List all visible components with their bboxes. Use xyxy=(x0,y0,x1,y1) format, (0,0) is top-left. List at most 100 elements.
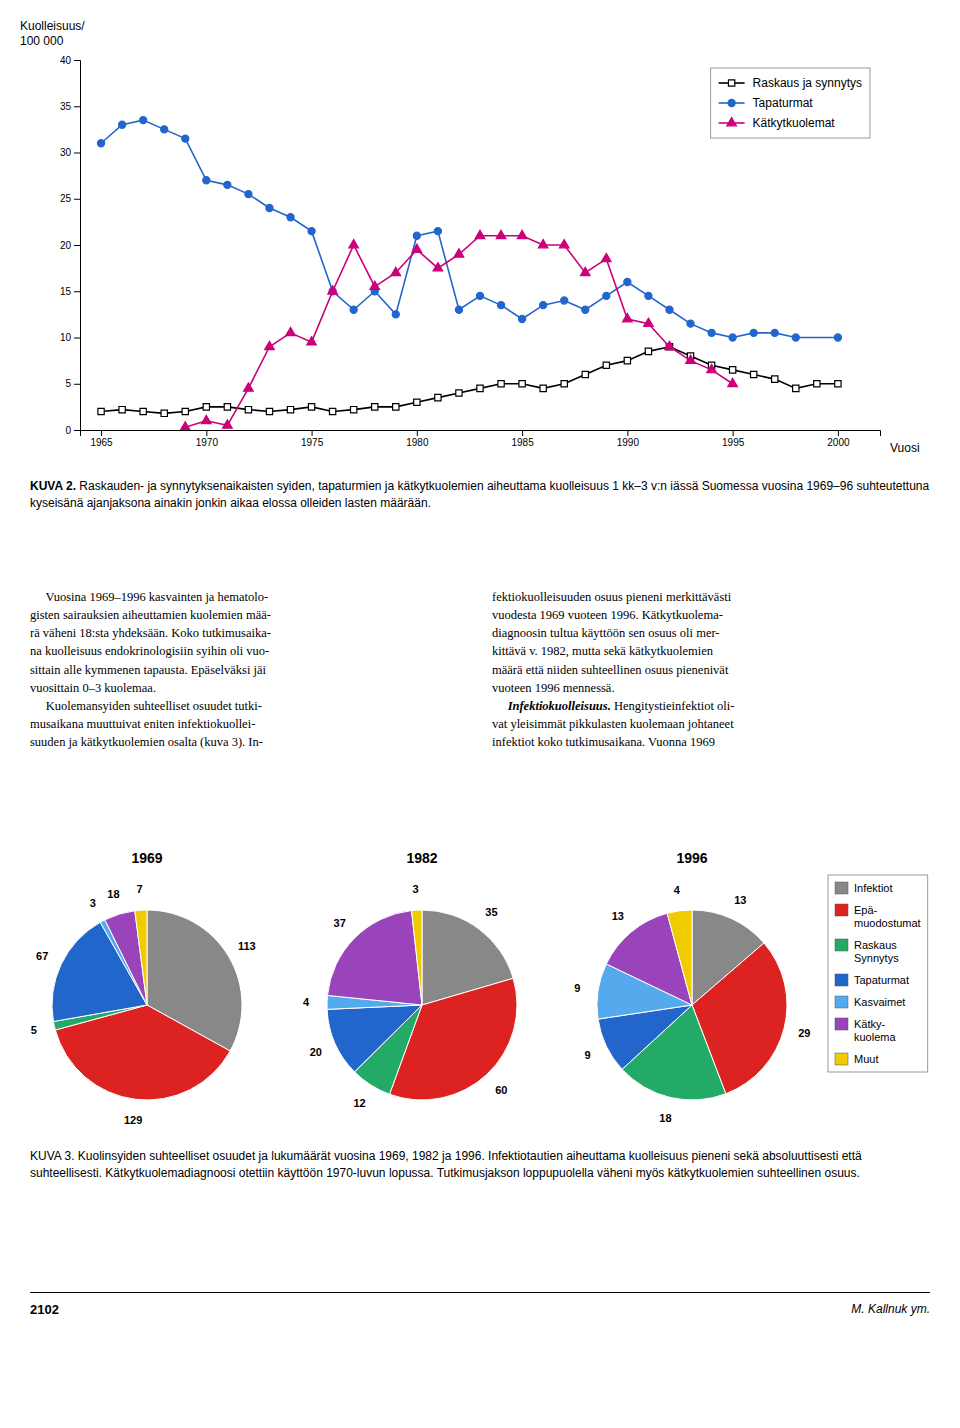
tick-label: 35 xyxy=(60,101,72,112)
pie-title: 1982 xyxy=(406,850,437,866)
tick-mark xyxy=(838,430,839,436)
series-marker xyxy=(580,267,590,275)
caption: KUVA 3. Kuolinsyiden suhteelliset osuude… xyxy=(30,1148,930,1182)
data-label: 18 xyxy=(107,888,119,900)
legend: Raskaus ja synnytysTapaturmatKätkytkuole… xyxy=(711,68,870,138)
data-label: 3 xyxy=(413,883,419,895)
series-marker xyxy=(728,378,738,386)
series-marker xyxy=(771,329,778,336)
tick-mark xyxy=(312,430,313,436)
series-line xyxy=(101,120,838,337)
legend-label: Tapaturmat xyxy=(753,96,814,110)
data-label: 37 xyxy=(334,917,346,929)
series-marker xyxy=(414,399,420,405)
pie-title: 1996 xyxy=(676,850,707,866)
series-marker xyxy=(540,302,547,309)
series-marker xyxy=(624,357,630,363)
pie-slice xyxy=(327,1005,422,1072)
series-marker xyxy=(224,181,231,188)
data-label: 3 xyxy=(90,897,96,909)
series-marker xyxy=(624,278,631,285)
legend-marker xyxy=(727,117,737,125)
series-marker xyxy=(412,244,422,252)
tick-mark xyxy=(733,430,734,436)
legend-label: Tapaturmat xyxy=(854,974,909,986)
series-marker xyxy=(161,410,167,416)
axis-line xyxy=(74,61,81,431)
series-marker xyxy=(540,385,546,391)
series-marker xyxy=(140,408,146,414)
tick-label: 25 xyxy=(60,193,72,204)
data-label: 113 xyxy=(238,940,256,952)
data-label: 5 xyxy=(31,1024,37,1036)
legend-item: Kasvaimet xyxy=(835,996,905,1008)
tick: 1990 xyxy=(617,430,640,448)
series-marker xyxy=(477,385,483,391)
legend-item: RaskausSynnytys xyxy=(835,939,899,964)
tick-label: 2000 xyxy=(827,437,850,448)
tick-label: 1980 xyxy=(406,437,429,448)
tick-mark xyxy=(74,106,80,107)
data-label: 9 xyxy=(574,982,580,994)
y-axis: 0510152025303540 xyxy=(60,55,81,436)
series-marker xyxy=(561,297,568,304)
series-marker xyxy=(182,135,189,142)
data-label: 29 xyxy=(798,1027,810,1039)
series-marker xyxy=(665,341,675,349)
data-label: 60 xyxy=(495,1084,507,1096)
tick-mark xyxy=(74,338,80,339)
page: 1965197019751980198519901995200005101520… xyxy=(0,0,960,1428)
legend-swatch xyxy=(835,939,848,951)
data-label: 12 xyxy=(353,1097,365,1109)
body-text-right: fektiokuolleisuuden osuus pieneni merkit… xyxy=(492,588,942,751)
series-marker xyxy=(119,406,125,412)
x-axis-label: Vuosi xyxy=(890,441,920,455)
series-marker xyxy=(687,320,694,327)
data-label: 129 xyxy=(124,1114,142,1126)
tick-label: 1970 xyxy=(196,437,219,448)
legend-item: Muut xyxy=(835,1053,878,1065)
series-marker xyxy=(223,420,233,428)
pie-slice xyxy=(105,911,147,1005)
tick-label: 5 xyxy=(65,378,71,389)
tick: 1970 xyxy=(196,430,219,448)
data-label: 67 xyxy=(36,950,48,962)
series-marker xyxy=(349,239,359,247)
series-marker xyxy=(645,348,651,354)
data-label: 20 xyxy=(310,1046,322,1058)
series-marker xyxy=(519,315,526,322)
series-marker xyxy=(245,406,251,412)
series-marker xyxy=(475,230,485,238)
tick-mark xyxy=(206,430,207,436)
page-number: 2102 xyxy=(30,1302,59,1317)
caption-text: Raskauden- ja synnytyksenaikaisten syide… xyxy=(30,479,929,510)
series-marker xyxy=(707,364,717,372)
data-label: 35 xyxy=(485,906,497,918)
tick-label: 40 xyxy=(60,55,72,66)
series-marker xyxy=(729,367,735,373)
tick: 35 xyxy=(60,101,80,112)
series-marker xyxy=(456,390,462,396)
tick-mark xyxy=(522,430,523,436)
tick: 40 xyxy=(60,55,80,66)
series-marker xyxy=(265,341,275,349)
tick-label: 1985 xyxy=(511,437,534,448)
series-marker xyxy=(476,292,483,299)
axis-line xyxy=(81,431,881,437)
legend-item: Raskaus ja synnytys xyxy=(719,76,862,90)
series-marker xyxy=(603,362,609,368)
legend-swatch xyxy=(835,1053,848,1065)
pie-charts: 1969113129567318719823560122043731996132… xyxy=(0,845,960,1145)
legend-marker xyxy=(728,80,734,86)
series-marker xyxy=(603,292,610,299)
series-marker xyxy=(497,302,504,309)
tick-mark xyxy=(74,384,80,385)
pie-slice xyxy=(667,910,692,1005)
legend-box xyxy=(828,875,928,1072)
legend-marker xyxy=(728,99,735,106)
data-label: 9 xyxy=(584,1049,590,1061)
author: M. Kallnuk ym. xyxy=(851,1302,930,1316)
tick: 2000 xyxy=(827,430,850,448)
series-marker xyxy=(793,385,799,391)
series-marker xyxy=(519,381,525,387)
